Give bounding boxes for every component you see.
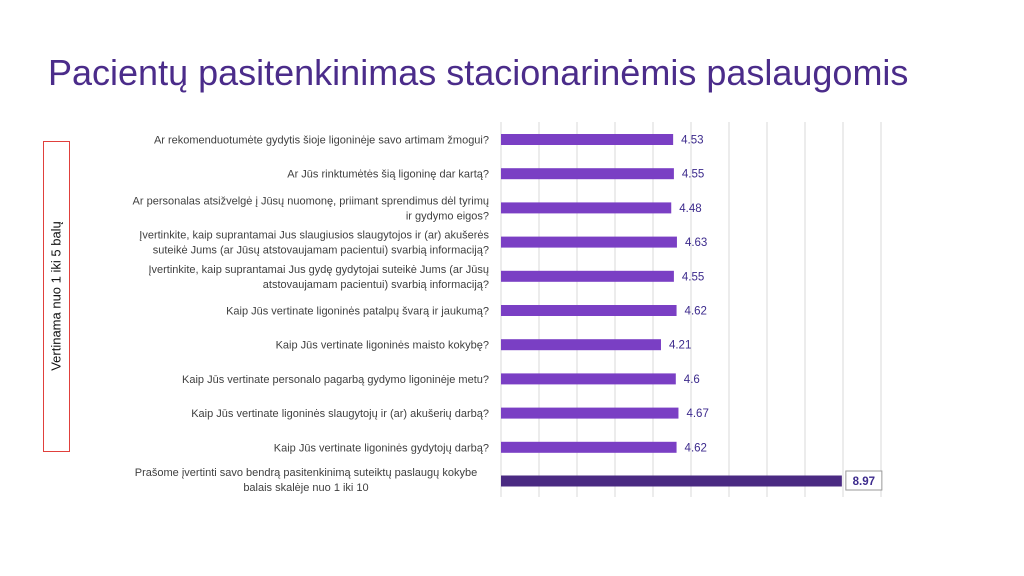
bar: [501, 339, 661, 351]
category-label: Įvertinkite, kaip suprantamai Jus gydę g…: [148, 264, 489, 291]
category-label: Kaip Jūs vertinate personalo pagarbą gyd…: [182, 374, 489, 386]
bar: [501, 407, 679, 419]
category-label-line: ir gydymo eigos?: [406, 210, 489, 222]
category-label: Kaip Jūs vertinate ligoninės slaugytojų …: [191, 408, 489, 420]
bar: [501, 270, 674, 282]
category-label-line: Ar Jūs rinktumėtės šią ligoninę dar kart…: [287, 169, 489, 181]
category-label-line: Įvertinkite, kaip suprantamai Jus slaugi…: [139, 230, 489, 242]
value-label: 4.63: [685, 237, 707, 249]
bar: [501, 168, 674, 180]
value-label: 4.21: [669, 340, 691, 352]
bar: [501, 373, 676, 385]
bar: [501, 202, 672, 214]
bar: [501, 134, 674, 145]
category-label: Kaip Jūs vertinate ligoninės maisto koky…: [276, 340, 489, 352]
bar: [501, 475, 842, 487]
category-label-line: atstovaujamam pacientui) svarbią informa…: [263, 279, 489, 291]
value-label: 4.48: [679, 203, 701, 215]
scale-note-box: [43, 141, 70, 452]
category-label: Prašome įvertinti savo bendrą pasitenkin…: [135, 467, 477, 494]
category-label-line: Kaip Jūs vertinate ligoninės gydytojų da…: [274, 442, 489, 454]
value-label-box: [845, 470, 883, 491]
category-label: Kaip Jūs vertinate ligoninės patalpų šva…: [226, 306, 489, 318]
category-label: Kaip Jūs vertinate ligoninės gydytojų da…: [274, 442, 489, 454]
value-label: 4.6: [684, 374, 700, 386]
value-label: 4.62: [685, 306, 707, 318]
category-label-line: Kaip Jūs vertinate ligoninės patalpų šva…: [226, 306, 489, 318]
chart-bars: [501, 134, 842, 487]
category-label-line: Kaip Jūs vertinate ligoninės slaugytojų …: [191, 408, 489, 420]
category-label-line: Ar personalas atsižvelgė į Jūsų nuomonę,…: [133, 195, 489, 207]
page-title: Pacientų pasitenkinimas stacionarinėmis …: [48, 52, 909, 93]
value-label: 8.97: [853, 476, 875, 488]
category-label-line: Prašome įvertinti savo bendrą pasitenkin…: [135, 467, 477, 479]
category-label-line: suteikė Jums (ar Jūsų atstovaujamam paci…: [153, 245, 489, 257]
category-label-line: Kaip Jūs vertinate ligoninės maisto koky…: [276, 340, 489, 352]
value-label: 4.53: [681, 135, 703, 147]
value-label: 4.67: [686, 408, 708, 420]
chart-gridlines: [500, 122, 882, 497]
bar: [501, 305, 677, 316]
category-label-line: balais skalėje nuo 1 iki 10: [243, 482, 368, 494]
value-label: 4.62: [685, 442, 707, 454]
value-label: 4.55: [682, 271, 704, 283]
category-label: Ar Jūs rinktumėtės šią ligoninę dar kart…: [287, 169, 489, 181]
chart-value-labels: 4.53 4.55 4.48 4.63 4.55 4.62 4.21 4.6 4.67 4.62 8…: [669, 135, 883, 491]
chart-category-labels: Ar rekomenduotumėte gydytis šioje ligoni…: [133, 135, 490, 495]
bar: [501, 441, 677, 453]
category-label: Ar rekomenduotumėte gydytis šioje ligoni…: [154, 135, 489, 147]
category-label: Ar personalas atsižvelgė į Jūsų nuomonę,…: [133, 195, 489, 222]
category-label-line: Ar rekomenduotumėte gydytis šioje ligoni…: [154, 135, 489, 147]
bar: [501, 236, 677, 248]
category-label-line: Įvertinkite, kaip suprantamai Jus gydę g…: [148, 264, 489, 276]
category-label-line: Kaip Jūs vertinate personalo pagarbą gyd…: [182, 374, 489, 386]
value-label: 4.55: [682, 169, 704, 181]
category-label: Įvertinkite, kaip suprantamai Jus slaugi…: [139, 230, 489, 257]
